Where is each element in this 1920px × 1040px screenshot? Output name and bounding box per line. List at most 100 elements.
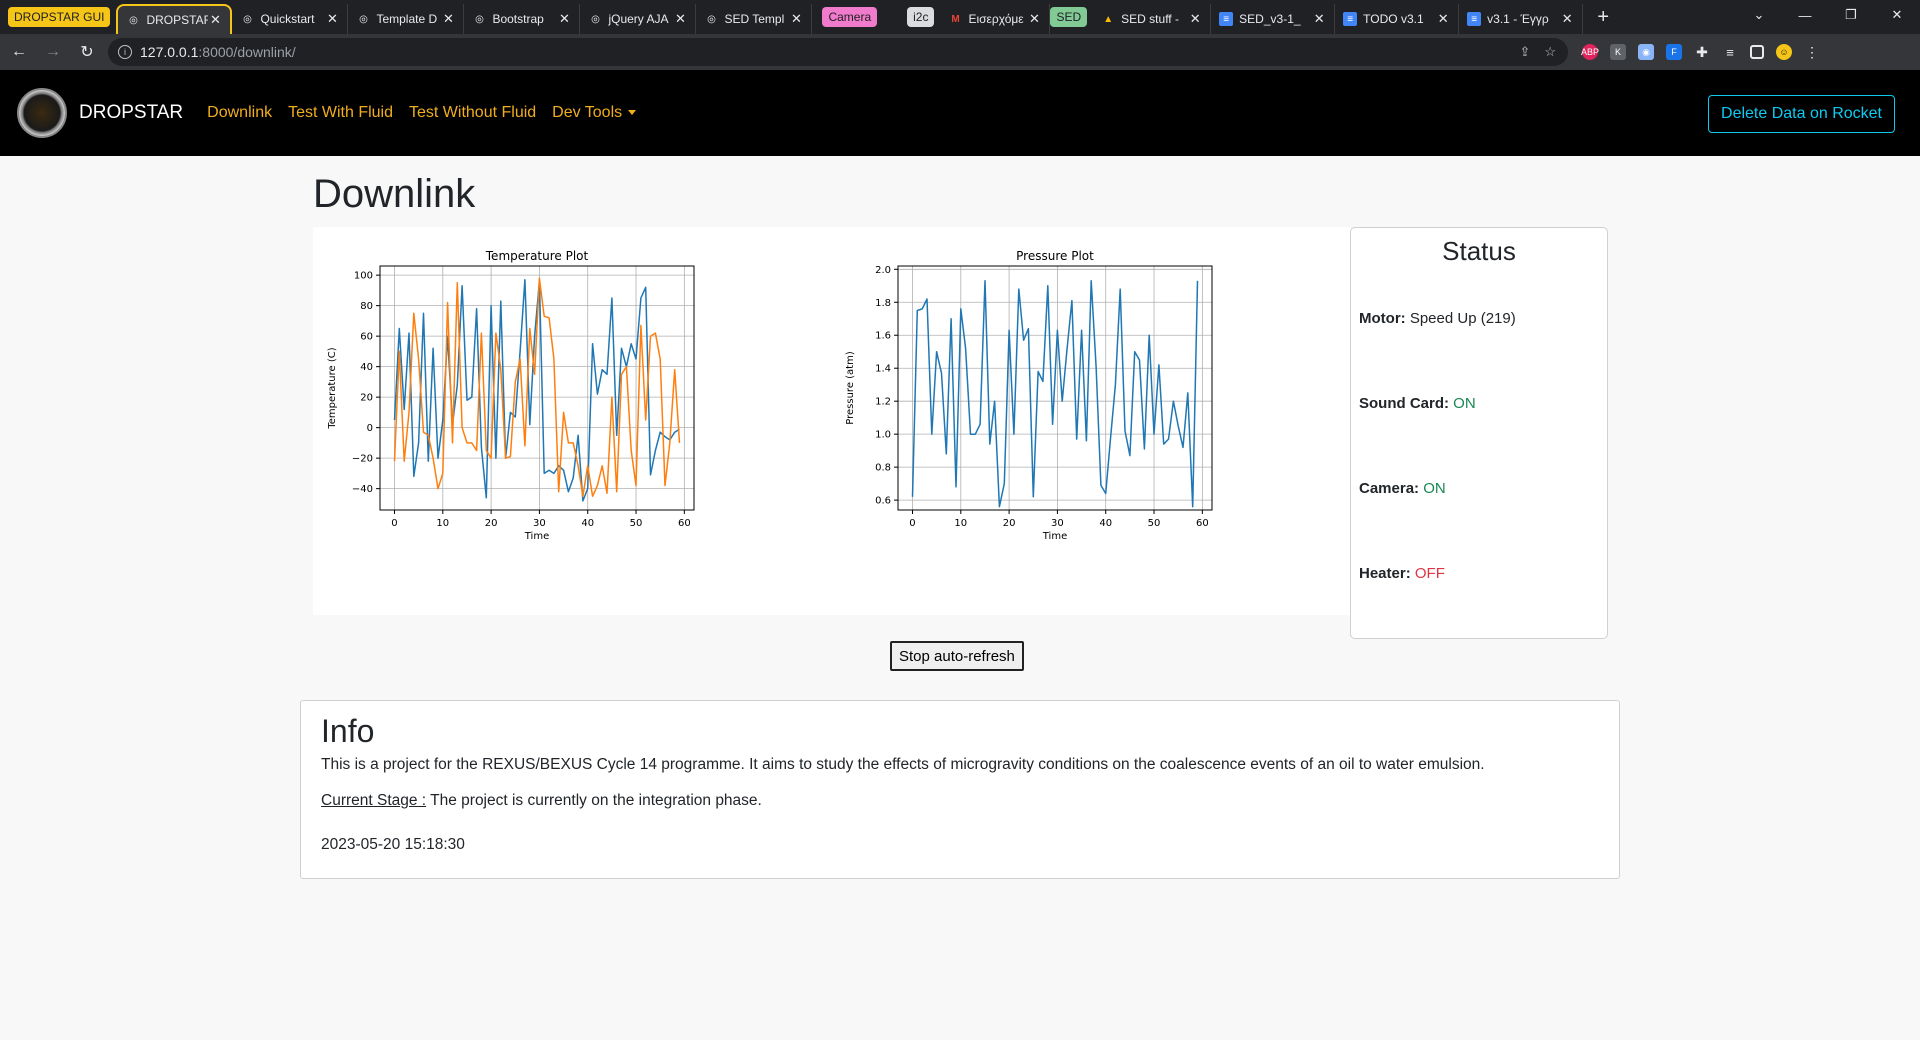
globe-icon: ◎ — [129, 14, 138, 26]
close-tab-icon[interactable]: ✕ — [1437, 11, 1449, 26]
y-tick-label: 0 — [367, 423, 373, 434]
y-tick-label: 60 — [360, 332, 373, 343]
nav-link-downlink[interactable]: Downlink — [207, 104, 273, 121]
brand-name[interactable]: DROPSTAR — [79, 102, 184, 123]
tab-search-chevron-icon[interactable]: ⌄ — [1753, 7, 1765, 22]
close-tab-icon[interactable]: ✕ — [210, 12, 221, 27]
nav-link-test-with-fluid[interactable]: Test With Fluid — [288, 104, 394, 121]
bookmark-star-icon[interactable]: ☆ — [1544, 44, 1556, 59]
y-tick-label: 1.8 — [875, 298, 891, 309]
pressure-plot: Pressure Plot 0 10 20 30 40 50 60 0.6 0.8 1.0 1.2 1.… — [831, 227, 1351, 615]
browser-tab-gmail[interactable]: M Εισερχόμε ✕ — [940, 4, 1051, 34]
close-tab-icon[interactable]: ✕ — [1313, 11, 1325, 26]
tab-title: v3.1 - Έγγρ — [1487, 12, 1549, 26]
browser-tab-quickstart[interactable]: ◎ Quickstart ✕ — [232, 4, 349, 34]
browser-tab-sed-stuff[interactable]: ▲ SED stuff - ✕ — [1093, 4, 1212, 34]
close-tab-icon[interactable]: ✕ — [1561, 11, 1573, 26]
minimize-icon[interactable]: — — [1798, 7, 1812, 23]
chart-title: Temperature Plot — [485, 249, 589, 263]
nav-dropdown-dev-tools[interactable]: Dev Tools — [552, 104, 637, 122]
nav-link-test-without-fluid[interactable]: Test Without Fluid — [409, 104, 537, 121]
restore-icon[interactable]: ❐ — [1845, 7, 1857, 22]
docs-icon: ≡ — [1343, 12, 1358, 26]
reload-icon[interactable]: ↻ — [80, 44, 94, 61]
profile-avatar-icon[interactable]: ☺ — [1776, 44, 1792, 60]
gmail-icon: M — [951, 13, 960, 25]
y-tick-label: 0.8 — [875, 463, 891, 474]
temperature-chart: Temperature Plot 0 10 20 30 40 50 60 −40 −20 0 20 40… — [327, 249, 695, 542]
chart-series-line-0 — [911, 280, 1199, 508]
extension-ft-icon[interactable]: F — [1666, 44, 1682, 60]
browser-tab-dropstar[interactable]: ◎ DROPSTAR ✕ — [116, 4, 233, 34]
side-panel-icon[interactable] — [1750, 45, 1764, 59]
media-control-icon[interactable]: ≡ — [1726, 44, 1734, 60]
x-axis-label: Time — [524, 531, 549, 542]
current-stage-label: Current Stage : — [321, 792, 427, 809]
browser-tab-jquery[interactable]: ◎ jQuery AJA ✕ — [580, 4, 697, 34]
y-tick-label: −20 — [352, 454, 373, 465]
current-stage-text: The project is currently on the integrat… — [430, 792, 762, 809]
browser-tab-sed-template[interactable]: ◎ SED Templ ✕ — [696, 4, 813, 34]
x-tick-label: 30 — [533, 518, 546, 529]
x-axis-label: Time — [1042, 531, 1067, 542]
y-axis-label: Temperature (C) — [327, 347, 338, 429]
forward-arrow-icon[interactable]: → — [45, 43, 61, 60]
close-tab-icon[interactable]: ✕ — [675, 11, 686, 26]
tab-title: Εισερχόμε — [968, 12, 1024, 26]
browser-tab-template[interactable]: ◎ Template D ✕ — [348, 4, 465, 34]
page-title: Downlink — [313, 172, 476, 216]
puzzle-extensions-icon[interactable]: ✚ — [1696, 43, 1708, 60]
browser-tab-v31[interactable]: ≡ v3.1 - Έγγρ ✕ — [1459, 4, 1584, 34]
globe-icon: ◎ — [707, 13, 716, 25]
globe-icon: ◎ — [359, 13, 368, 25]
x-tick-label: 50 — [1148, 518, 1161, 529]
browser-address-bar: ← → ↻ i 127.0.0.1:8000/downlink/ ⇪ ☆ ABP… — [0, 34, 1920, 70]
adblock-icon[interactable]: ABP — [1581, 44, 1599, 60]
url-host: 127.0.0.1 — [140, 44, 199, 60]
y-tick-label: 0.6 — [875, 496, 891, 507]
status-camera: Camera: ON — [1359, 480, 1446, 497]
temperature-plot: Temperature Plot 0 10 20 30 40 50 60 −40 −20 0 20 40… — [313, 227, 833, 615]
new-tab-plus-icon[interactable]: + — [1597, 5, 1610, 28]
caret-down-icon — [628, 110, 637, 116]
tab-title: Quickstart — [260, 12, 315, 26]
close-tab-icon[interactable]: ✕ — [443, 11, 454, 26]
dev-tools-label: Dev Tools — [552, 104, 623, 121]
tab-group-i2c[interactable]: i2c — [907, 7, 935, 27]
browser-tab-sed-v3[interactable]: ≡ SED_v3-1_ ✕ — [1211, 4, 1336, 34]
browser-tab-todo[interactable]: ≡ TODO v3.1 ✕ — [1335, 4, 1460, 34]
browser-menu-icon[interactable]: ⋮ — [1805, 43, 1819, 60]
chart-axes-frame — [897, 265, 1213, 511]
back-arrow-icon[interactable]: ← — [11, 43, 27, 60]
delete-data-button[interactable]: Delete Data on Rocket — [1708, 95, 1895, 133]
extension-k-icon[interactable]: K — [1610, 44, 1626, 60]
chart-series-line-0 — [393, 278, 680, 502]
chart-title: Pressure Plot — [1016, 249, 1094, 263]
y-tick-label: −40 — [352, 484, 373, 495]
extensions-toolbar: ABP K ◉ F ✚ ≡ ☺ ⋮ — [1581, 43, 1820, 60]
close-tab-icon[interactable]: ✕ — [1029, 11, 1040, 26]
browser-tab-bootstrap[interactable]: ◎ Bootstrap ✕ — [464, 4, 581, 34]
y-tick-label: 1.6 — [875, 331, 891, 342]
dropstar-logo[interactable] — [17, 88, 67, 138]
tab-group-dropstar[interactable]: DROPSTAR GUI — [8, 7, 111, 27]
close-tab-icon[interactable]: ✕ — [1189, 11, 1201, 26]
share-icon[interactable]: ⇪ — [1519, 44, 1531, 59]
camera-extension-icon[interactable]: ◉ — [1638, 44, 1654, 60]
close-window-icon[interactable]: ✕ — [1891, 7, 1903, 22]
close-tab-icon[interactable]: ✕ — [327, 11, 338, 26]
close-tab-icon[interactable]: ✕ — [791, 11, 802, 26]
tab-title: SED Templ — [724, 12, 785, 26]
tab-title: jQuery AJA — [608, 12, 669, 26]
site-info-icon[interactable]: i — [118, 45, 132, 59]
y-tick-label: 1.0 — [875, 430, 891, 441]
tab-group-sed[interactable]: SED — [1050, 7, 1088, 27]
chart-axes-frame — [379, 265, 695, 511]
tab-group-camera[interactable]: Camera — [822, 7, 878, 27]
stop-auto-refresh-button[interactable]: Stop auto-refresh — [890, 641, 1024, 671]
x-tick-label: 10 — [436, 518, 449, 529]
close-tab-icon[interactable]: ✕ — [559, 11, 570, 26]
globe-icon: ◎ — [475, 13, 484, 25]
url-input[interactable]: i 127.0.0.1:8000/downlink/ ⇪ ☆ — [108, 38, 1568, 66]
x-tick-label: 0 — [391, 518, 397, 529]
